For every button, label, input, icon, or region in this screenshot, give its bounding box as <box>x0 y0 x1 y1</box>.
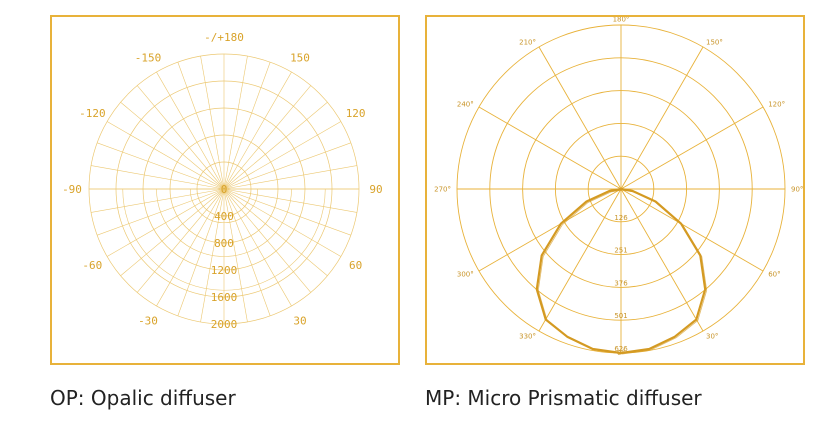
mp-grid-spoke <box>478 188 622 272</box>
op-grid-spoke <box>223 188 271 316</box>
mp-angle-label: 150° <box>706 38 723 46</box>
mp-angle-label: 210° <box>519 38 536 46</box>
op-grid-spoke <box>120 101 225 190</box>
mp-series-line-shadow <box>537 189 708 355</box>
op-grid-spoke <box>136 85 225 190</box>
mp-angle-label: 90° <box>791 186 803 194</box>
op-grid-spoke <box>223 101 328 190</box>
op-grid-spoke <box>177 188 225 316</box>
op-radial-tick-label: 2000 <box>211 318 238 331</box>
op-grid-spoke <box>156 71 225 190</box>
mp-radial-tick-label: 126 <box>614 214 628 222</box>
op-grid-spoke <box>223 188 328 277</box>
op-angle-label: -150 <box>135 51 162 64</box>
op-grid-spoke <box>223 188 292 307</box>
mp-angle-label: 330° <box>519 333 536 341</box>
mp-grid-spoke <box>538 46 622 190</box>
op-angle-label: 120 <box>346 107 366 120</box>
mp-chart-panel: 180° 150° 210° 120° 240° 90° 270° 60° 300° 30° 330… <box>425 15 805 365</box>
op-grid-spoke <box>106 121 225 190</box>
op-grid-spoke <box>223 71 292 190</box>
mp-grid-spoke <box>478 106 622 190</box>
op-radial-tick-label: 1600 <box>211 291 238 304</box>
mp-angle-label: 180° <box>613 17 630 24</box>
op-grid-spoke <box>90 188 225 213</box>
op-grid-spoke <box>223 142 351 190</box>
op-angle-label: -60 <box>82 259 102 272</box>
op-grid-spoke <box>97 188 225 236</box>
op-grid-spoke <box>106 188 225 257</box>
mp-angle-label: 300° <box>457 271 474 279</box>
op-radial-tick-label: 1200 <box>211 264 238 277</box>
op-grid-spoke <box>136 188 225 293</box>
op-angle-label: 60 <box>349 259 362 272</box>
op-grid-spoke <box>223 55 248 190</box>
mp-angle-label: 30° <box>706 333 718 341</box>
op-angle-label: 30 <box>293 315 306 328</box>
op-grid-spoke <box>97 142 225 190</box>
op-grid-spoke <box>223 188 351 236</box>
op-angle-label: 150 <box>290 51 310 64</box>
op-grid-spoke <box>177 62 225 190</box>
op-angle-label: -30 <box>138 315 158 328</box>
op-chart-panel: -/+180 150 -150 120 -120 90 -90 60 -60 30 -30 0 400 8… <box>50 15 400 365</box>
op-grid-spoke <box>200 188 225 323</box>
mp-angle-label: 270° <box>434 186 451 194</box>
mp-grid-spoke <box>620 188 764 272</box>
op-grid-spoke <box>223 165 358 190</box>
op-grid-spoke <box>120 188 225 277</box>
mp-caption: MP: Micro Prismatic diffuser <box>425 386 702 410</box>
mp-grid-spoke <box>620 106 764 190</box>
op-grid-spoke <box>156 188 225 307</box>
op-radial-tick-label: 400 <box>214 210 234 223</box>
mp-angle-label: 60° <box>768 271 780 279</box>
op-radial-tick-label: 0 <box>221 183 228 196</box>
mp-angle-label: 240° <box>457 101 474 109</box>
mp-radial-tick-label: 251 <box>614 247 627 255</box>
op-caption: OP: Opalic diffuser <box>50 386 236 410</box>
op-angle-label: -/+180 <box>204 31 244 44</box>
op-grid-spoke <box>223 188 358 213</box>
op-angle-label: 90 <box>369 183 382 196</box>
op-grid-spoke <box>223 85 312 190</box>
mp-radial-tick-label: 501 <box>614 312 627 320</box>
op-angle-label: -90 <box>62 183 82 196</box>
op-grid-spoke <box>223 121 342 190</box>
op-angle-label: -120 <box>79 107 106 120</box>
op-radial-tick-label: 800 <box>214 237 234 250</box>
op-grid-spoke <box>223 188 342 257</box>
mp-grid-spoke <box>620 46 704 190</box>
op-grid-spoke <box>223 188 312 293</box>
op-grid-spoke <box>223 62 271 190</box>
mp-radial-tick-label: 376 <box>614 279 628 287</box>
mp-grid-spoke <box>538 188 622 332</box>
op-grid-spoke <box>223 188 248 323</box>
mp-polar-chart: 180° 150° 210° 120° 240° 90° 270° 60° 300° 30° 330… <box>434 17 803 357</box>
mp-grid-spoke <box>620 188 704 332</box>
mp-radial-tick-label: 626 <box>614 345 628 353</box>
mp-angle-label: 120° <box>768 101 785 109</box>
op-grid-spoke <box>90 165 225 190</box>
op-grid-spoke <box>200 55 225 190</box>
op-polar-chart: -/+180 150 -150 120 -120 90 -90 60 -60 30 -30 0 400 8… <box>62 31 383 331</box>
